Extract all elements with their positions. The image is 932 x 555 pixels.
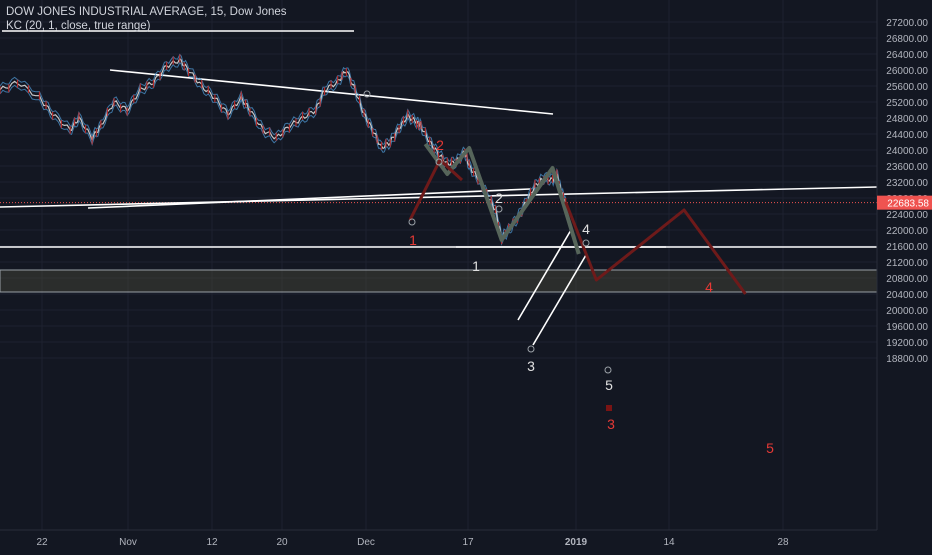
y-tick-label: 24800.00 xyxy=(886,114,928,125)
y-axis-bg xyxy=(877,0,932,550)
y-tick-label: 24400.00 xyxy=(886,130,928,141)
wave-point xyxy=(408,218,416,226)
chart-legend: DOW JONES INDUSTRIAL AVERAGE, 15, Dow Jo… xyxy=(6,5,287,33)
x-tick-label: 22 xyxy=(36,537,48,548)
y-tick-label: 25200.00 xyxy=(886,98,928,109)
trendline xyxy=(87,188,531,209)
trendline xyxy=(517,229,572,321)
indicator-label[interactable]: KC (20, 1, close, true range) xyxy=(6,20,151,32)
x-tick-label: 20 xyxy=(276,537,288,548)
trendline xyxy=(109,69,554,115)
wave-point xyxy=(604,366,612,374)
y-tick-label: 27200.00 xyxy=(886,18,928,29)
y-tick-label: 20000.00 xyxy=(886,306,928,317)
y-tick-label: 23600.00 xyxy=(886,162,928,173)
last-price-badge xyxy=(877,195,932,210)
y-tick-label: 20800.00 xyxy=(886,274,928,285)
y-tick-label: 22400.00 xyxy=(886,210,928,221)
last-price-label: 22683.58 xyxy=(887,199,929,210)
wave-point xyxy=(363,90,371,98)
y-tick-label: 18800.00 xyxy=(886,354,928,365)
x-tick-label: 12 xyxy=(206,537,218,548)
wave-label-red: 1 xyxy=(409,232,417,248)
elliott-wave-red-early xyxy=(408,157,464,221)
wave-label-red: 5 xyxy=(766,440,774,456)
support-zone xyxy=(0,269,878,293)
wave-label-white: 1 xyxy=(472,258,480,274)
wave-label-white: 3 xyxy=(527,358,535,374)
wave-label-white: 5 xyxy=(605,377,613,393)
elliott-wave-projection xyxy=(564,201,747,295)
y-tick-label: 19200.00 xyxy=(886,338,928,349)
wave-point xyxy=(527,345,535,353)
symbol-title[interactable]: DOW JONES INDUSTRIAL AVERAGE, 15, Dow Jo… xyxy=(6,6,287,18)
wave-label-white: 4 xyxy=(582,221,590,237)
wave-point xyxy=(435,158,443,166)
x-tick-label: 28 xyxy=(777,537,789,548)
wave-label-red: 3 xyxy=(607,416,615,432)
x-tick-label: Dec xyxy=(357,537,375,548)
trendline xyxy=(532,254,587,346)
y-tick-label: 25600.00 xyxy=(886,82,928,93)
y-tick-label: 24000.00 xyxy=(886,146,928,157)
x-tick-label: 14 xyxy=(663,537,675,548)
y-tick-label: 21200.00 xyxy=(886,258,928,269)
y-tick-label: 20400.00 xyxy=(886,290,928,301)
wave-label-red: 2 xyxy=(436,137,444,153)
x-tick-label: 2019 xyxy=(565,537,588,548)
y-tick-label: 26000.00 xyxy=(886,66,928,77)
y-tick-label: 26800.00 xyxy=(886,34,928,45)
elliott-wave-gray xyxy=(423,142,581,255)
y-tick-label: 21600.00 xyxy=(886,242,928,253)
y-tick-label: 23200.00 xyxy=(886,178,928,189)
y-tick-label: 22000.00 xyxy=(886,226,928,237)
wave-point-red xyxy=(606,405,612,411)
wave-label-red: 4 xyxy=(705,279,713,295)
wave-label-white: 2 xyxy=(495,190,503,206)
x-tick-label: 17 xyxy=(462,537,474,548)
trendline xyxy=(0,186,878,208)
x-tick-label: Nov xyxy=(119,537,137,548)
y-tick-label: 26400.00 xyxy=(886,50,928,61)
wave-point xyxy=(582,239,590,247)
y-tick-label: 19600.00 xyxy=(886,322,928,333)
wave-point xyxy=(495,205,503,213)
